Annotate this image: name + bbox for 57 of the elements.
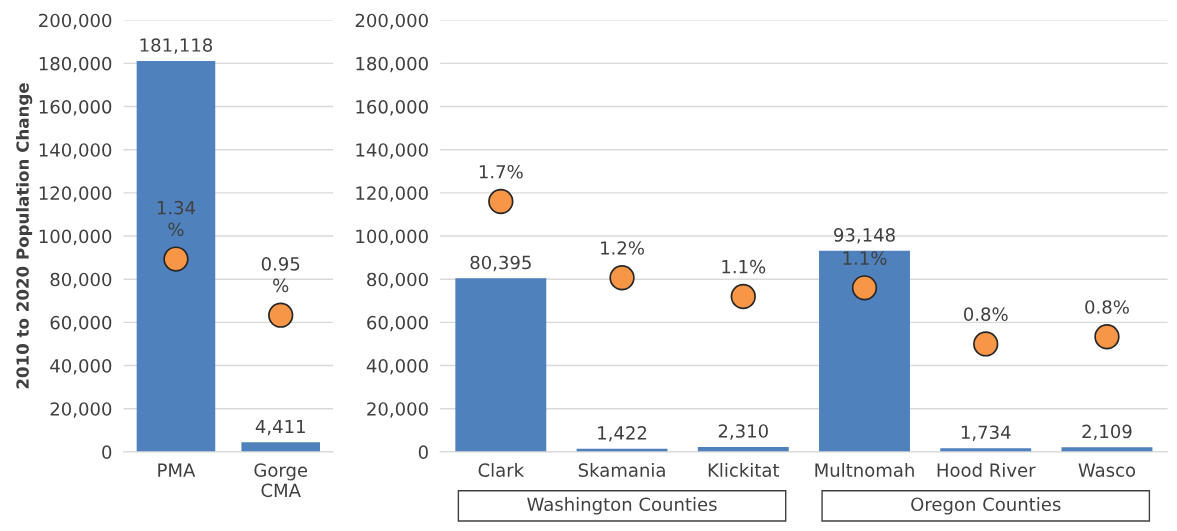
data-label: 4,411 bbox=[255, 419, 305, 436]
y-tick-label: 140,000 bbox=[356, 143, 428, 159]
x-tick-label: Multnomah bbox=[815, 462, 914, 477]
data-label: 2,109 bbox=[1082, 424, 1132, 441]
data-label: 93,148 bbox=[834, 228, 895, 244]
data-label: 0.95 % bbox=[261, 256, 300, 293]
y-tick-label: 40,000 bbox=[366, 359, 428, 375]
data-label: 1.1% bbox=[843, 251, 887, 265]
y-tick-label: 120,000 bbox=[356, 186, 428, 202]
y-tick-label: 120,000 bbox=[39, 186, 112, 202]
y-tick-label: 200,000 bbox=[355, 13, 428, 30]
x-tick-label: PMA bbox=[158, 463, 196, 477]
y-tick-label: 80,000 bbox=[50, 272, 112, 289]
point bbox=[1094, 324, 1120, 350]
point bbox=[730, 283, 756, 310]
data-label: 1.2% bbox=[601, 241, 644, 255]
y-axis-title: 2010 to 2020 Population Change bbox=[15, 83, 33, 389]
x-tick-label: Clark bbox=[478, 462, 525, 477]
text: Oregon Counties bbox=[911, 497, 1061, 515]
y-tick-label: 40,000 bbox=[50, 359, 112, 375]
data-label: 1,734 bbox=[961, 425, 1011, 441]
x-tick-label: Skamania bbox=[578, 462, 665, 477]
x-tick-label: Gorge CMA bbox=[254, 463, 308, 498]
y-tick-label: 180,000 bbox=[39, 56, 112, 73]
bar bbox=[819, 250, 910, 452]
y-tick-label: 160,000 bbox=[356, 99, 428, 116]
y-tick-label: 60,000 bbox=[50, 315, 112, 332]
data-label: 1.1% bbox=[722, 259, 766, 274]
x-tick-label: Wasco bbox=[1078, 463, 1136, 477]
y-tick-label: 100,000 bbox=[356, 229, 428, 245]
y-tick-label: 160,000 bbox=[39, 99, 112, 116]
y-tick-label: 200,000 bbox=[39, 13, 112, 30]
y-tick-label: 0 bbox=[418, 445, 428, 459]
bar bbox=[455, 278, 547, 452]
data-label: 2,310 bbox=[718, 424, 768, 440]
data-label: 0.8% bbox=[963, 307, 1008, 322]
data-label: 1.7% bbox=[479, 164, 523, 179]
point bbox=[851, 275, 878, 301]
y-tick-label: 60,000 bbox=[367, 315, 428, 332]
y-tick-label: 0 bbox=[102, 445, 112, 459]
data-label: 1,422 bbox=[598, 426, 647, 442]
y-tick-label: 180,000 bbox=[356, 56, 428, 73]
point bbox=[488, 188, 514, 215]
y-tick-label: 80,000 bbox=[367, 272, 428, 289]
y-tick-label: 100,000 bbox=[39, 229, 112, 245]
y-tick-label: 20,000 bbox=[367, 402, 428, 418]
y-tick-label: 140,000 bbox=[39, 143, 112, 159]
data-label: 0.8% bbox=[1085, 300, 1129, 314]
x-tick-label: Klickitat bbox=[708, 462, 780, 477]
data-label: 1.34 % bbox=[157, 200, 196, 237]
point bbox=[609, 265, 635, 291]
text: Washington Counties bbox=[527, 497, 717, 515]
data-label: 80,395 bbox=[470, 255, 531, 272]
x-tick-label: Hood River bbox=[937, 462, 1036, 477]
y-tick-label: 20,000 bbox=[50, 402, 112, 418]
point bbox=[973, 331, 999, 357]
data-label: 181,118 bbox=[140, 38, 213, 54]
